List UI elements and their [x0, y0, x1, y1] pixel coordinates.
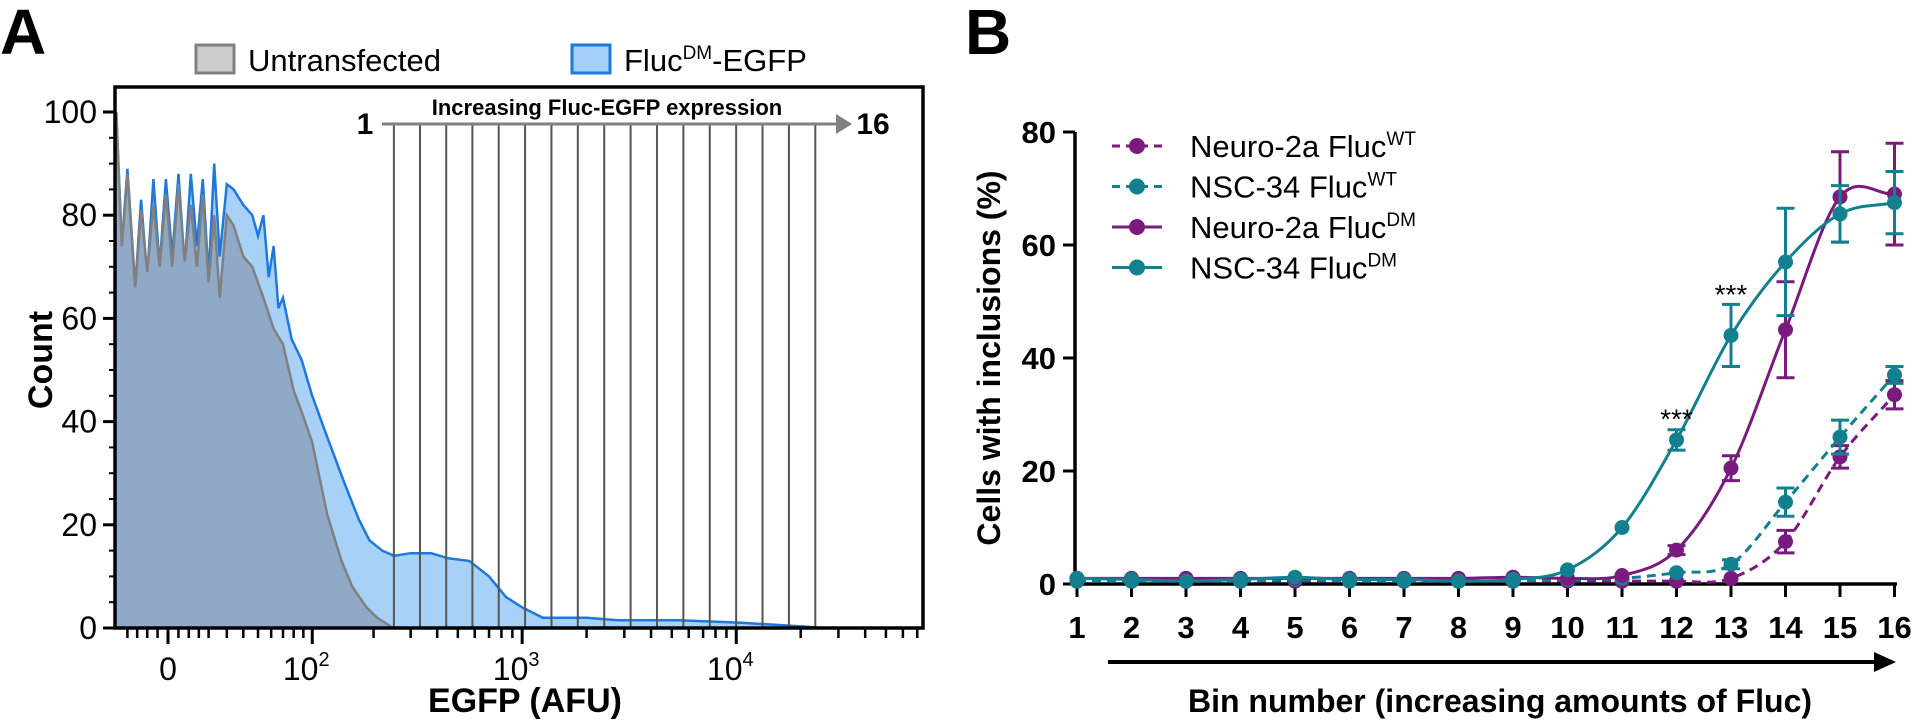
x-tick-label: 7: [1395, 610, 1412, 645]
data-point: [1723, 327, 1739, 343]
data-point: [1560, 562, 1575, 578]
y-tick-label: 100: [44, 94, 97, 130]
data-point: [1832, 206, 1848, 222]
legend-swatch-untransfected: [194, 43, 236, 75]
x-tick-label: 15: [1823, 610, 1857, 645]
x-tick-label: 13: [1714, 610, 1748, 645]
data-point: [1233, 571, 1248, 587]
data-point: [1614, 520, 1630, 535]
panel-a-x-axis-label: EGFP (AFU): [428, 682, 622, 720]
plot-frame: [113, 85, 925, 630]
series-0: [1069, 379, 1904, 589]
x-tick-label: 102: [283, 649, 330, 687]
y-tick-label: 80: [61, 197, 97, 233]
legend-marker: [1129, 138, 1145, 154]
panel-b-label: B: [965, 0, 1011, 68]
data-point: [1124, 571, 1139, 587]
x-tick-label: 103: [493, 649, 540, 687]
x-tick-label: 4: [1232, 610, 1250, 645]
x-tick-label: 10: [1550, 610, 1584, 645]
panel-a-legend: Untransfected FlucDM-EGFP: [194, 43, 807, 78]
legend-label: NSC-34 FlucDM: [1190, 251, 1397, 286]
y-tick-label: 40: [61, 404, 97, 440]
data-point: [1396, 571, 1412, 587]
significance-marker: ***: [1660, 404, 1693, 435]
x-tick-label: 2: [1123, 610, 1140, 645]
x-tick-label: 5: [1286, 610, 1303, 645]
gate-title: Increasing Fluc-EGFP expression: [432, 95, 783, 120]
y-tick-label: 80: [1022, 115, 1056, 150]
data-point: [1287, 569, 1303, 585]
series-1: [1069, 364, 1904, 589]
legend-label-untransfected: Untransfected: [248, 43, 441, 78]
data-point: [1723, 556, 1739, 572]
data-point: [1505, 571, 1521, 587]
x-tick-label: 3: [1177, 610, 1194, 645]
data-point: [1614, 568, 1630, 584]
x-tick-label: 11: [1606, 610, 1639, 645]
x-tick-label: 8: [1450, 610, 1467, 645]
y-tick-label: 20: [1022, 454, 1056, 489]
x-tick-label: 12: [1659, 610, 1693, 645]
y-tick-label: 0: [79, 610, 97, 646]
legend-label: Neuro-2a FlucDM: [1190, 210, 1416, 245]
gate-arrowhead: [836, 114, 852, 134]
data-point: [1778, 534, 1793, 550]
legend-label-fluc-dm-egfp: FlucDM-EGFP: [624, 43, 807, 78]
data-point: [1723, 460, 1739, 476]
y-tick-label: 60: [1022, 228, 1056, 263]
data-point: [1887, 367, 1902, 383]
data-point: [1778, 494, 1793, 510]
histogram-plot: 0 20 40 60 80 100 0 102 103 104: [44, 85, 925, 687]
series-3: [1069, 170, 1904, 589]
y-tick-label: 60: [61, 300, 97, 336]
panel-b-x-axis-label: Bin number (increasing amounts of Fluc): [1188, 683, 1812, 719]
data-point: [1069, 570, 1085, 586]
x-tick-label: 6: [1341, 610, 1358, 645]
panel-b-y-axis-label: Cells with inclusions (%): [971, 170, 1007, 545]
data-point: [1778, 254, 1793, 270]
series-line: [1077, 184, 1895, 581]
data-point: [1669, 432, 1684, 448]
significance-marker: ***: [1715, 279, 1748, 310]
series-line: [1076, 373, 1896, 583]
x-tick-label: 104: [707, 649, 754, 687]
x-tick-label: 1: [1068, 610, 1085, 645]
panel-b-legend: Neuro-2a FlucWT NSC-34 FlucWT Neuro-2a Flu…: [1112, 129, 1416, 286]
data-point: [1887, 195, 1902, 211]
data-point: [1832, 429, 1848, 445]
y-tick-label: 20: [61, 507, 97, 543]
data-point: [1669, 542, 1684, 558]
data-point: [1451, 573, 1466, 589]
data-point: [1778, 322, 1793, 338]
series-line: [1076, 393, 1896, 584]
data-point: [1723, 570, 1739, 586]
legend-marker: [1129, 178, 1145, 195]
y-tick-label: 0: [1039, 567, 1056, 602]
gate-start-label: 1: [357, 108, 374, 141]
data-point: [1342, 571, 1357, 587]
panel-a-label: A: [0, 0, 46, 68]
legend-label: NSC-34 FlucWT: [1190, 170, 1397, 205]
y-tick-label: 40: [1022, 341, 1056, 376]
x-tick-label: 0: [159, 651, 177, 687]
data-point: [1178, 573, 1194, 589]
legend-marker: [1129, 259, 1145, 276]
x-tick-label: 14: [1768, 610, 1803, 645]
legend-swatch-fluc-dm-egfp: [570, 43, 612, 75]
legend-marker: [1129, 219, 1145, 235]
x-direction-arrowhead: [1874, 652, 1896, 672]
panel-a-y-axis-label: Count: [22, 311, 60, 409]
data-point: [1669, 565, 1684, 581]
legend-label: Neuro-2a FlucWT: [1190, 129, 1416, 164]
x-tick-label: 16: [1877, 610, 1911, 645]
x-tick-label: 9: [1504, 610, 1521, 645]
histogram-line-1: [115, 111, 394, 630]
data-point: [1887, 387, 1902, 403]
gate-end-label: 16: [856, 108, 889, 141]
